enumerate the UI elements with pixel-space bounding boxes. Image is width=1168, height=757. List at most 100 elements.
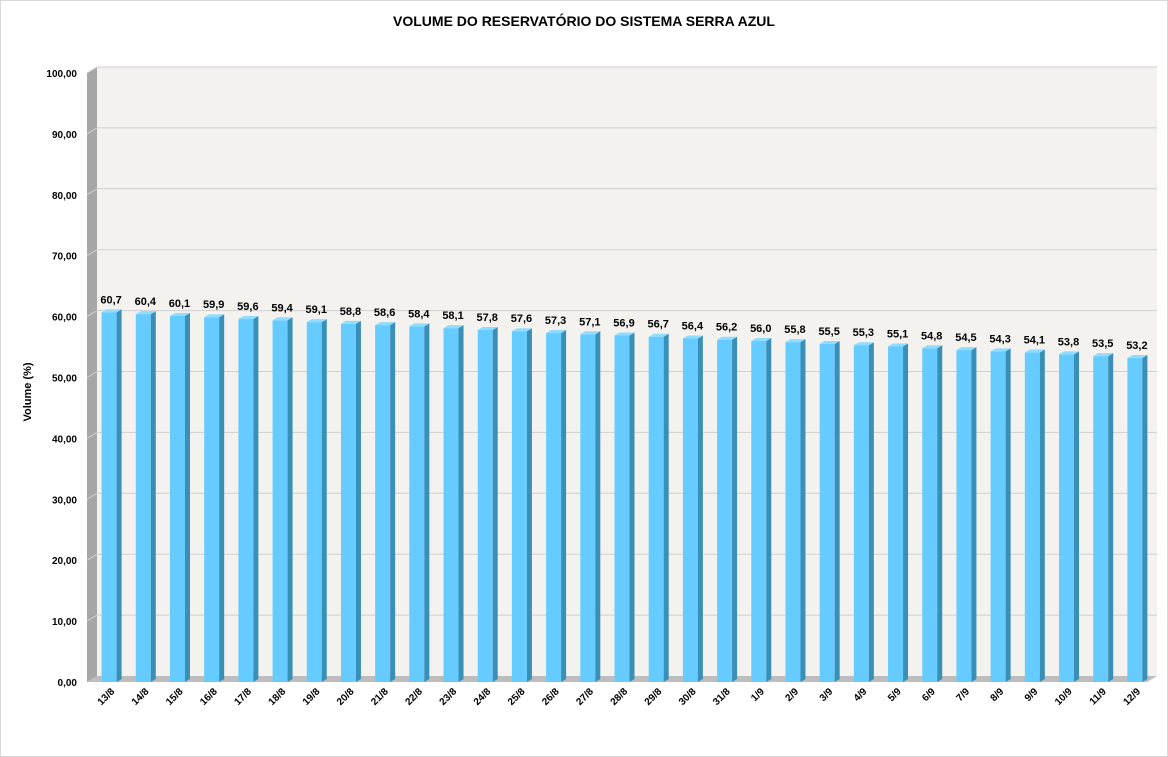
bar bbox=[648, 336, 664, 682]
data-label: 56,4 bbox=[682, 321, 704, 333]
bar bbox=[888, 346, 904, 682]
bar-side bbox=[595, 331, 601, 682]
bar-top bbox=[888, 343, 909, 347]
gridline-side bbox=[86, 127, 98, 135]
bar-top bbox=[956, 347, 977, 351]
bar-side bbox=[903, 343, 909, 682]
x-tick-label: 23/8 bbox=[438, 686, 460, 708]
bar-top bbox=[1127, 355, 1148, 359]
bar-side bbox=[732, 336, 738, 682]
bar-top bbox=[1024, 349, 1045, 353]
x-tick-label: 7/9 bbox=[954, 686, 972, 704]
bar bbox=[204, 317, 220, 682]
y-tick-label: 30,00 bbox=[52, 495, 77, 506]
x-tick-label: 27/8 bbox=[574, 686, 596, 708]
data-label: 60,1 bbox=[169, 298, 190, 310]
y-tick-label: 70,00 bbox=[52, 252, 77, 263]
bar-side bbox=[526, 328, 532, 682]
bar-top bbox=[922, 345, 943, 349]
x-tick-label: 1/9 bbox=[749, 686, 767, 704]
bar bbox=[272, 320, 288, 682]
x-tick-label: 4/9 bbox=[852, 686, 870, 704]
data-label: 59,9 bbox=[203, 299, 224, 311]
data-label: 53,5 bbox=[1092, 338, 1113, 350]
bar-top bbox=[648, 333, 669, 337]
bar bbox=[135, 314, 151, 682]
y-tick-label: 50,00 bbox=[52, 374, 77, 385]
x-tick-label: 10/9 bbox=[1053, 686, 1075, 708]
bar-side bbox=[424, 323, 430, 682]
bar-top bbox=[717, 336, 738, 340]
data-label: 58,4 bbox=[408, 308, 430, 320]
bar bbox=[853, 345, 869, 682]
bar-side bbox=[834, 341, 840, 682]
data-label: 58,6 bbox=[374, 307, 395, 319]
bar-top bbox=[169, 312, 190, 316]
bar-top bbox=[990, 348, 1011, 352]
data-label: 60,4 bbox=[135, 296, 157, 308]
bar-top bbox=[204, 314, 225, 318]
bar-top bbox=[853, 342, 874, 346]
data-label: 53,8 bbox=[1058, 336, 1079, 348]
x-tick-label: 21/8 bbox=[369, 686, 391, 708]
bar-top bbox=[1059, 351, 1080, 355]
data-label: 59,4 bbox=[271, 302, 293, 314]
bar bbox=[785, 342, 801, 682]
bar-top bbox=[785, 339, 806, 343]
bar bbox=[751, 340, 767, 682]
x-tick-label: 25/8 bbox=[506, 686, 528, 708]
y-tick-label: 0,00 bbox=[58, 678, 78, 689]
bar-side bbox=[868, 342, 874, 682]
data-label: 54,3 bbox=[989, 333, 1010, 345]
x-tick-label: 24/8 bbox=[472, 686, 494, 708]
bar bbox=[546, 333, 562, 682]
bar-side bbox=[150, 311, 156, 682]
bar-side bbox=[1074, 351, 1080, 682]
gridline-side bbox=[86, 614, 98, 622]
bar-top bbox=[340, 320, 361, 324]
x-tick-label: 20/8 bbox=[335, 686, 357, 708]
chart-title: VOLUME DO RESERVATÓRIO DO SISTEMA SERRA … bbox=[393, 12, 775, 29]
x-tick-label: 26/8 bbox=[540, 686, 562, 708]
y-tick-label: 20,00 bbox=[52, 556, 77, 567]
data-label: 59,1 bbox=[306, 304, 327, 316]
data-label: 58,8 bbox=[340, 306, 361, 318]
data-label: 56,9 bbox=[613, 317, 634, 329]
bar-side bbox=[561, 330, 567, 682]
bar-side bbox=[1142, 355, 1148, 682]
x-tick-label: 3/9 bbox=[818, 686, 836, 704]
gridline-side bbox=[86, 371, 98, 378]
gridline-side bbox=[86, 431, 98, 439]
bar bbox=[101, 312, 117, 682]
data-label: 57,3 bbox=[545, 315, 566, 327]
data-label: 56,7 bbox=[647, 319, 668, 331]
bar-side bbox=[355, 320, 361, 682]
data-label: 54,8 bbox=[921, 330, 942, 342]
gridline-side bbox=[86, 492, 98, 500]
data-label: 57,6 bbox=[511, 313, 532, 325]
x-tick-label: 5/9 bbox=[886, 686, 904, 704]
y-tick-label: 40,00 bbox=[52, 434, 77, 445]
x-tick-label: 11/9 bbox=[1088, 686, 1109, 707]
bar-top bbox=[614, 332, 635, 336]
bar-top bbox=[135, 311, 156, 315]
data-label: 59,6 bbox=[237, 301, 258, 313]
data-label: 58,1 bbox=[442, 310, 463, 322]
bar bbox=[614, 335, 630, 682]
data-label: 56,0 bbox=[750, 323, 771, 335]
x-tick-label: 14/8 bbox=[130, 686, 152, 708]
x-tick-label: 6/9 bbox=[920, 686, 938, 704]
bar bbox=[443, 328, 459, 682]
bar-side bbox=[800, 339, 806, 682]
bar-side bbox=[937, 345, 943, 682]
bar bbox=[1127, 358, 1143, 682]
bar-top bbox=[511, 328, 532, 332]
bar bbox=[819, 344, 835, 682]
bar-top bbox=[546, 330, 567, 334]
bar bbox=[409, 326, 425, 682]
y-tick-label: 80,00 bbox=[52, 191, 77, 202]
bar-side bbox=[1108, 353, 1114, 682]
x-tick-label: 9/9 bbox=[1023, 686, 1041, 704]
